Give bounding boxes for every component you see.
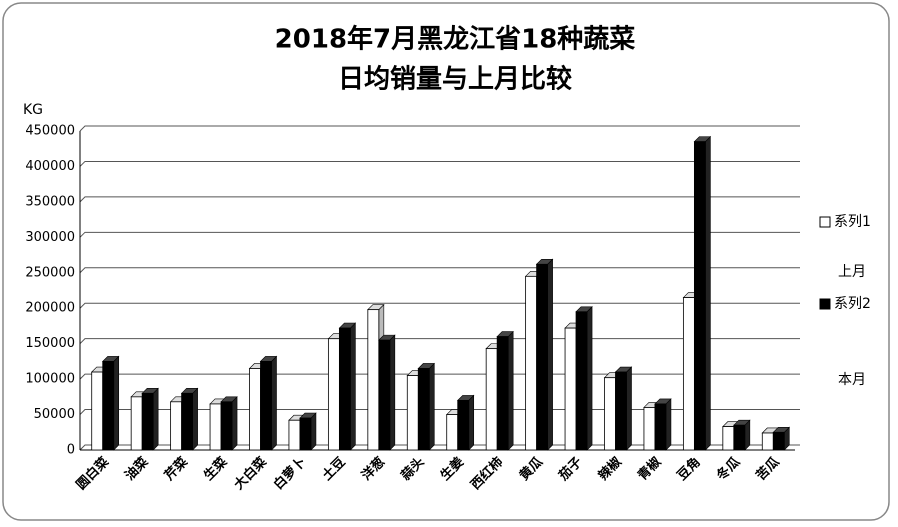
bar-side: [705, 135, 711, 451]
bar: [457, 399, 470, 451]
bar: [367, 309, 380, 451]
bar: [299, 417, 312, 451]
y-tick-label: 100000: [25, 372, 75, 387]
bar: [406, 375, 419, 451]
bar: [417, 368, 430, 451]
bar: [733, 424, 746, 451]
bar: [496, 336, 509, 451]
grid-line: [79, 373, 800, 380]
bar: [654, 403, 667, 451]
bar: [446, 414, 459, 451]
y-tick-label: 450000: [25, 124, 75, 139]
grid-line: [79, 267, 800, 274]
bar: [536, 263, 549, 451]
bar-side: [350, 322, 356, 451]
grid-line: [79, 160, 800, 167]
bar: [130, 396, 143, 451]
grid-line: [79, 196, 800, 203]
bar-side: [231, 396, 238, 451]
y-tick-label: 350000: [25, 194, 75, 209]
bar-side: [152, 387, 159, 451]
bar: [249, 368, 261, 451]
y-tick-label: 250000: [25, 265, 75, 280]
legend-label: 系列2: [834, 296, 871, 312]
bar-side: [428, 362, 435, 451]
bar: [91, 371, 104, 451]
bar: [485, 348, 498, 451]
bar-side: [665, 398, 672, 451]
y-tick-label: 400000: [25, 159, 75, 174]
bar: [693, 141, 706, 451]
bar-side: [389, 334, 396, 451]
bar: [378, 339, 391, 451]
bar-side: [507, 330, 514, 451]
bar-side: [192, 387, 198, 451]
bar: [260, 360, 272, 451]
y-tick-label: 150000: [25, 336, 75, 351]
grid-line: [79, 125, 800, 132]
y-tick-label: 50000: [34, 407, 75, 422]
bar-side: [310, 412, 317, 451]
bar: [761, 432, 774, 451]
bar-side: [547, 258, 553, 451]
bar: [564, 327, 577, 451]
bar: [102, 360, 115, 451]
annotation: 上月: [838, 264, 866, 280]
bar: [772, 431, 785, 451]
bar-side: [113, 355, 120, 451]
bar: [643, 407, 656, 451]
bar-side: [586, 306, 593, 451]
bar: [615, 371, 627, 451]
grid-line: [79, 338, 800, 345]
bar-side: [468, 394, 475, 451]
y-axis-label: KG: [23, 102, 43, 118]
y-tick-label: 300000: [25, 230, 75, 245]
legend-label: 系列1: [834, 214, 871, 230]
bar: [181, 392, 194, 451]
chart-title: 2018年7月黑龙江省18种蔬菜: [275, 24, 636, 55]
chart-title: 日均销量与上月比较: [338, 64, 572, 95]
bar: [288, 419, 301, 451]
bar: [338, 327, 351, 451]
bar: [209, 403, 222, 451]
bar: [525, 275, 538, 451]
bar: [604, 377, 616, 451]
bar: [141, 392, 154, 451]
legend-swatch: [819, 216, 831, 228]
y-tick-label: 0: [67, 443, 75, 458]
grid-line: [79, 231, 800, 238]
grid-line: [79, 409, 800, 415]
bar-side: [271, 355, 277, 451]
bar: [575, 311, 588, 451]
bar-side: [626, 366, 632, 451]
legend-swatch: [819, 298, 831, 310]
grid-line: [79, 302, 800, 309]
bar: [220, 401, 233, 451]
y-tick-label: 200000: [25, 301, 75, 316]
bar: [170, 401, 183, 451]
annotation: 本月: [838, 372, 866, 388]
bar: [722, 426, 735, 451]
bar: [327, 338, 340, 451]
bar: [682, 297, 695, 451]
grid-line: [79, 444, 800, 451]
